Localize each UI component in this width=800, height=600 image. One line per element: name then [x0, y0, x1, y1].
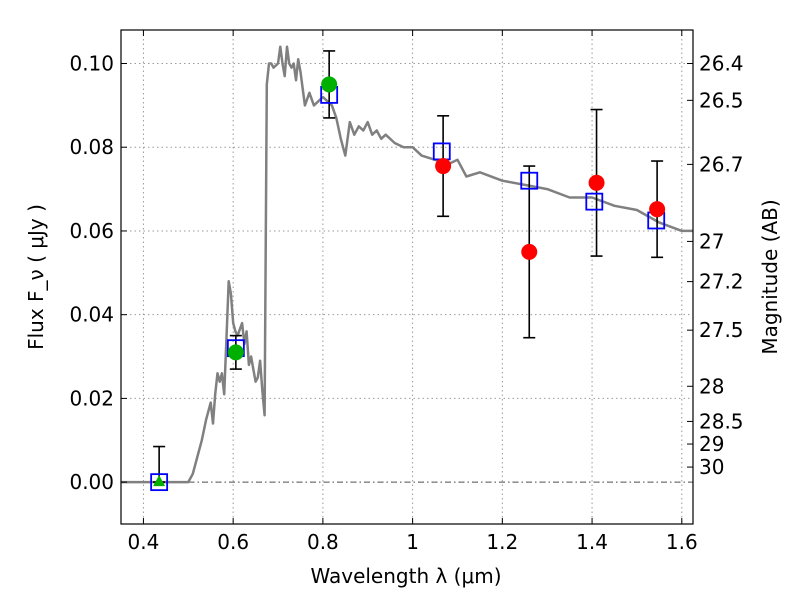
model-point-square [150, 473, 169, 492]
x-axis-label: Wavelength λ (μm) [310, 564, 501, 588]
y-tick-label: 0.00 [69, 470, 114, 494]
observed-point-circle [521, 243, 538, 260]
right-tick-label: 26.5 [699, 88, 744, 112]
observed-point-circle [227, 344, 244, 361]
right-tick-label: 29 [699, 432, 724, 456]
y-tick-label: 0.10 [69, 51, 114, 75]
y-tick-label: 0.04 [69, 303, 114, 327]
right-tick-label: 27 [699, 229, 724, 253]
x-tick-label: 1.6 [666, 530, 698, 554]
x-tick-label: 1.2 [486, 530, 518, 554]
model-point-square [520, 171, 539, 190]
axis-ticks: 0.4 0.6 0.8 1 1.2 1.4 1.6 0.00 0.02 0.04 0.06 0.08 0… [69, 30, 744, 554]
x-tick-label: 0.8 [307, 530, 339, 554]
y-axis-label: Flux F_ν ( μJy ) [24, 204, 48, 350]
right-tick-label: 26.7 [699, 152, 744, 176]
x-tick-label: 0.4 [128, 530, 160, 554]
right-tick-label: 27.2 [699, 270, 744, 294]
y-tick-label: 0.02 [69, 386, 114, 410]
right-tick-label: 28.5 [699, 409, 744, 433]
right-tick-label: 28 [699, 374, 724, 398]
right-tick-label: 27.5 [699, 318, 744, 342]
observed-point-circle [321, 76, 338, 93]
right-axis-label: Magnitude (AB) [758, 199, 782, 354]
plot-background [121, 30, 693, 524]
x-tick-label: 0.6 [217, 530, 249, 554]
data-points [150, 50, 666, 492]
upper-limit-triangle [153, 475, 166, 487]
y-tick-label: 0.08 [69, 135, 114, 159]
right-tick-label: 26.4 [699, 51, 744, 75]
plot-frame [120, 29, 694, 525]
model-point-square [585, 192, 604, 211]
observed-point-circle [435, 158, 452, 175]
y-tick-label: 0.06 [69, 219, 114, 243]
right-tick-label: 30 [699, 455, 724, 479]
x-tick-label: 1 [406, 530, 419, 554]
observed-point-circle [649, 201, 666, 218]
observed-point-circle [588, 174, 605, 191]
x-tick-label: 1.4 [576, 530, 608, 554]
